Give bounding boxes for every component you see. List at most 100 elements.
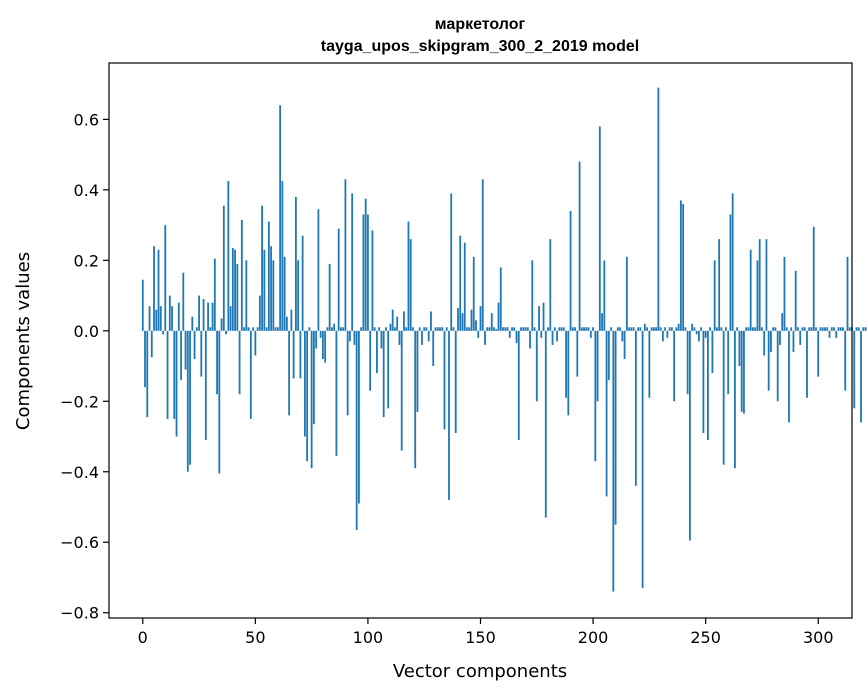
bar (749, 249, 752, 331)
bar (567, 330, 570, 416)
bar (740, 330, 743, 412)
bar (833, 327, 835, 331)
bar (540, 330, 543, 338)
y-tick-label: −0.2 (60, 392, 99, 411)
bar (720, 327, 723, 331)
bar (216, 330, 218, 395)
bar (407, 221, 410, 331)
bar (630, 327, 633, 331)
bar (734, 330, 736, 469)
bar (862, 327, 865, 331)
bar (355, 330, 358, 530)
bar (349, 330, 351, 342)
bar (425, 327, 428, 331)
bar (502, 327, 504, 331)
x-tick-label: 100 (353, 628, 384, 647)
bar (562, 327, 565, 331)
bar (729, 214, 732, 331)
bar (824, 327, 826, 331)
bar (459, 235, 462, 331)
bar (767, 330, 770, 391)
bar (360, 327, 363, 331)
bar (727, 330, 730, 395)
bar (846, 256, 849, 331)
bar (315, 330, 318, 349)
bar (648, 330, 651, 398)
bar (285, 316, 288, 331)
bar (711, 330, 714, 374)
bar (468, 327, 471, 331)
x-tick-label: 150 (465, 628, 496, 647)
bar (150, 330, 153, 358)
bar (722, 330, 725, 465)
bar (288, 330, 291, 416)
bar (301, 235, 304, 331)
bar (668, 327, 671, 331)
bar (265, 327, 268, 331)
bar (625, 256, 628, 331)
bar (574, 327, 576, 331)
bar (815, 327, 817, 331)
bar (421, 330, 423, 345)
bar (484, 330, 486, 345)
bar (454, 330, 457, 433)
bar (394, 327, 396, 331)
bar (252, 327, 254, 331)
bar (281, 181, 284, 331)
bar (508, 330, 511, 338)
bar (707, 330, 709, 441)
bar (673, 330, 676, 402)
bar (308, 327, 311, 331)
bar (837, 327, 840, 331)
bar (718, 239, 721, 331)
bar (511, 327, 513, 331)
bar (736, 327, 739, 331)
bar (249, 330, 252, 419)
bar (745, 327, 748, 331)
bar (839, 327, 842, 331)
x-tick-label: 200 (578, 628, 609, 647)
bar (243, 327, 245, 331)
bar (763, 330, 766, 356)
bar (391, 309, 394, 331)
bar (686, 330, 689, 395)
bar (146, 330, 149, 418)
bar (389, 323, 392, 331)
bars-group (141, 87, 867, 592)
bar (610, 327, 612, 331)
bar (270, 246, 273, 331)
bar (276, 327, 279, 331)
bar (423, 327, 426, 331)
bar (418, 327, 421, 331)
bar (790, 327, 793, 331)
bar (857, 327, 860, 331)
bar (202, 299, 205, 331)
bar (549, 239, 552, 331)
bar (652, 327, 655, 331)
x-tick-label: 50 (245, 628, 265, 647)
bar (580, 327, 583, 331)
bar (452, 327, 455, 331)
bar (781, 313, 784, 331)
y-axis-ticks: −0.8 −0.6 −0.4 −0.2 0.0 0.2 0.4 0.6 (60, 110, 109, 623)
bar (272, 260, 275, 331)
x-axis-ticks: 0 50 100 150 200 250 300 (138, 618, 834, 647)
bar (450, 193, 453, 331)
bar (835, 330, 838, 338)
bar (560, 327, 563, 331)
x-tick-label: 0 (138, 628, 148, 647)
bar (634, 330, 637, 486)
bar (799, 330, 802, 345)
bar (664, 327, 667, 331)
bar (776, 330, 779, 402)
bar (860, 330, 862, 423)
bar (632, 327, 635, 331)
bar (637, 327, 640, 331)
bar (754, 327, 757, 331)
bar (756, 260, 759, 331)
bar (844, 330, 847, 391)
bar (409, 239, 412, 331)
bar (333, 323, 336, 331)
bar (254, 330, 257, 356)
